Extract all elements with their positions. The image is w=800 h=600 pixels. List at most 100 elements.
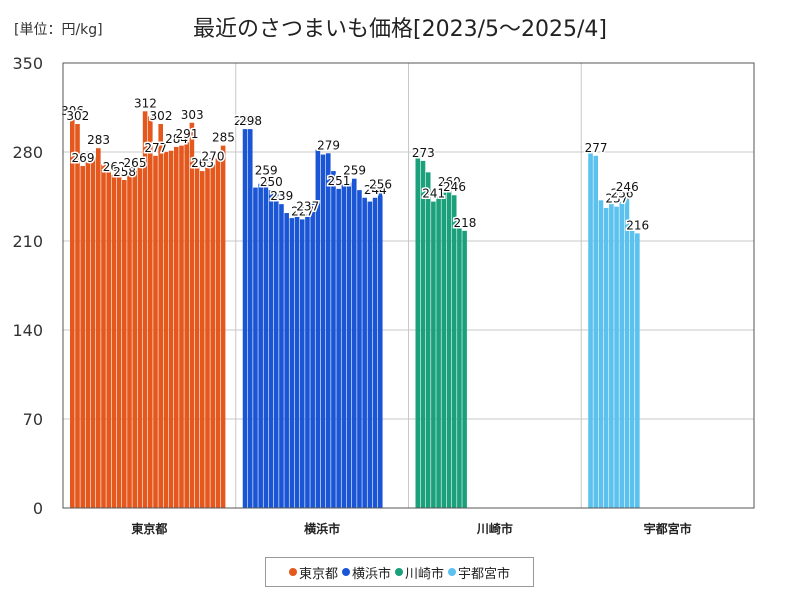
data-label: 216 bbox=[626, 218, 649, 232]
axes: 0 70 140 210 280 350 東京都 横浜市 川崎市 宇都宮市 bbox=[12, 54, 755, 536]
data-labels: 3063022692832622582653122773022842913032… bbox=[60, 95, 651, 234]
legend-item: 東京都 bbox=[288, 563, 338, 582]
bar bbox=[194, 164, 200, 508]
bar bbox=[415, 154, 421, 509]
bar bbox=[420, 160, 426, 508]
bar bbox=[593, 155, 599, 509]
bar bbox=[70, 118, 75, 508]
data-label: 283 bbox=[87, 133, 110, 147]
bar bbox=[189, 122, 195, 508]
bar bbox=[336, 188, 341, 508]
bar bbox=[80, 165, 85, 508]
data-label: 241 bbox=[422, 187, 445, 201]
data-label: 269 bbox=[72, 151, 95, 165]
y-tick-label: 70 bbox=[23, 410, 43, 429]
y-tick-label: 280 bbox=[12, 143, 43, 162]
bar bbox=[588, 150, 593, 508]
bar bbox=[310, 201, 315, 509]
data-label: 298 bbox=[239, 114, 262, 128]
bar bbox=[215, 158, 221, 508]
data-label: 265 bbox=[124, 156, 147, 170]
data-label: 258 bbox=[113, 165, 136, 179]
legend-marker bbox=[341, 568, 350, 576]
data-label: 277 bbox=[585, 141, 608, 155]
bar bbox=[101, 164, 106, 508]
legend-label: 東京都 bbox=[298, 566, 338, 582]
bars bbox=[70, 111, 640, 509]
bar bbox=[362, 197, 367, 508]
bar bbox=[624, 195, 630, 508]
bar bbox=[446, 190, 452, 508]
data-label: 262 bbox=[103, 160, 126, 174]
data-label: 259 bbox=[255, 164, 278, 178]
bar bbox=[253, 187, 258, 508]
unit-label: [単位：円/kg] bbox=[14, 22, 103, 38]
bar bbox=[210, 164, 215, 508]
bar bbox=[268, 190, 274, 508]
bar bbox=[377, 192, 383, 508]
data-label: 246 bbox=[443, 180, 466, 194]
data-label: 284 bbox=[165, 132, 188, 146]
bar bbox=[137, 160, 143, 508]
legend-marker bbox=[395, 568, 403, 576]
bar bbox=[331, 171, 336, 509]
bar bbox=[346, 182, 352, 508]
data-label: 256 bbox=[369, 178, 392, 192]
category-label: 宇都宮市 bbox=[644, 521, 692, 536]
legend-marker bbox=[448, 568, 457, 576]
bar bbox=[184, 141, 189, 509]
bar bbox=[315, 149, 321, 508]
legend: 東京都 横浜市 川崎市 宇都宮市 bbox=[265, 557, 534, 587]
bar bbox=[122, 179, 127, 508]
category-label: 横浜市 bbox=[304, 521, 340, 536]
bar bbox=[258, 183, 263, 509]
bar bbox=[305, 214, 310, 509]
bar bbox=[457, 224, 462, 508]
data-label: 237 bbox=[296, 199, 319, 213]
bar bbox=[273, 192, 279, 508]
bar bbox=[220, 145, 226, 508]
bar bbox=[168, 150, 174, 508]
bar bbox=[609, 204, 614, 508]
bar bbox=[436, 196, 441, 508]
bar bbox=[320, 154, 326, 509]
data-label: 306 bbox=[61, 104, 84, 118]
data-label: 260 bbox=[438, 175, 461, 189]
bar bbox=[158, 124, 163, 509]
data-label: 246 bbox=[616, 180, 639, 194]
bar bbox=[289, 218, 295, 508]
bar bbox=[635, 233, 640, 508]
bar bbox=[451, 195, 457, 508]
bar bbox=[441, 192, 447, 508]
data-label: 285 bbox=[212, 131, 235, 145]
bar bbox=[598, 200, 604, 509]
bar bbox=[425, 172, 431, 509]
bar bbox=[279, 204, 284, 508]
legend-label: 宇都宮市 bbox=[458, 566, 511, 582]
data-label: 265 bbox=[191, 156, 214, 170]
data-label: 227 bbox=[291, 204, 314, 218]
bar bbox=[325, 153, 331, 508]
bar bbox=[341, 183, 347, 509]
bar bbox=[603, 207, 609, 508]
legend-item: 川崎市 bbox=[395, 563, 444, 582]
bar bbox=[106, 171, 111, 509]
data-label: 237 bbox=[605, 192, 628, 206]
bar bbox=[351, 178, 357, 508]
bar bbox=[431, 201, 436, 509]
bar bbox=[96, 148, 101, 508]
bar bbox=[294, 216, 300, 509]
bar bbox=[299, 219, 305, 508]
data-label: 303 bbox=[181, 108, 204, 122]
data-label: 218 bbox=[453, 216, 476, 230]
bar bbox=[462, 230, 467, 509]
legend-item: 横浜市 bbox=[341, 563, 391, 582]
data-label: 256 bbox=[611, 187, 634, 201]
bar bbox=[614, 206, 619, 508]
data-label: 302 bbox=[66, 109, 89, 123]
y-tick-label: 140 bbox=[12, 321, 43, 340]
data-label: 273 bbox=[412, 146, 435, 160]
bar bbox=[75, 124, 80, 509]
category-label: 川崎市 bbox=[476, 521, 513, 536]
